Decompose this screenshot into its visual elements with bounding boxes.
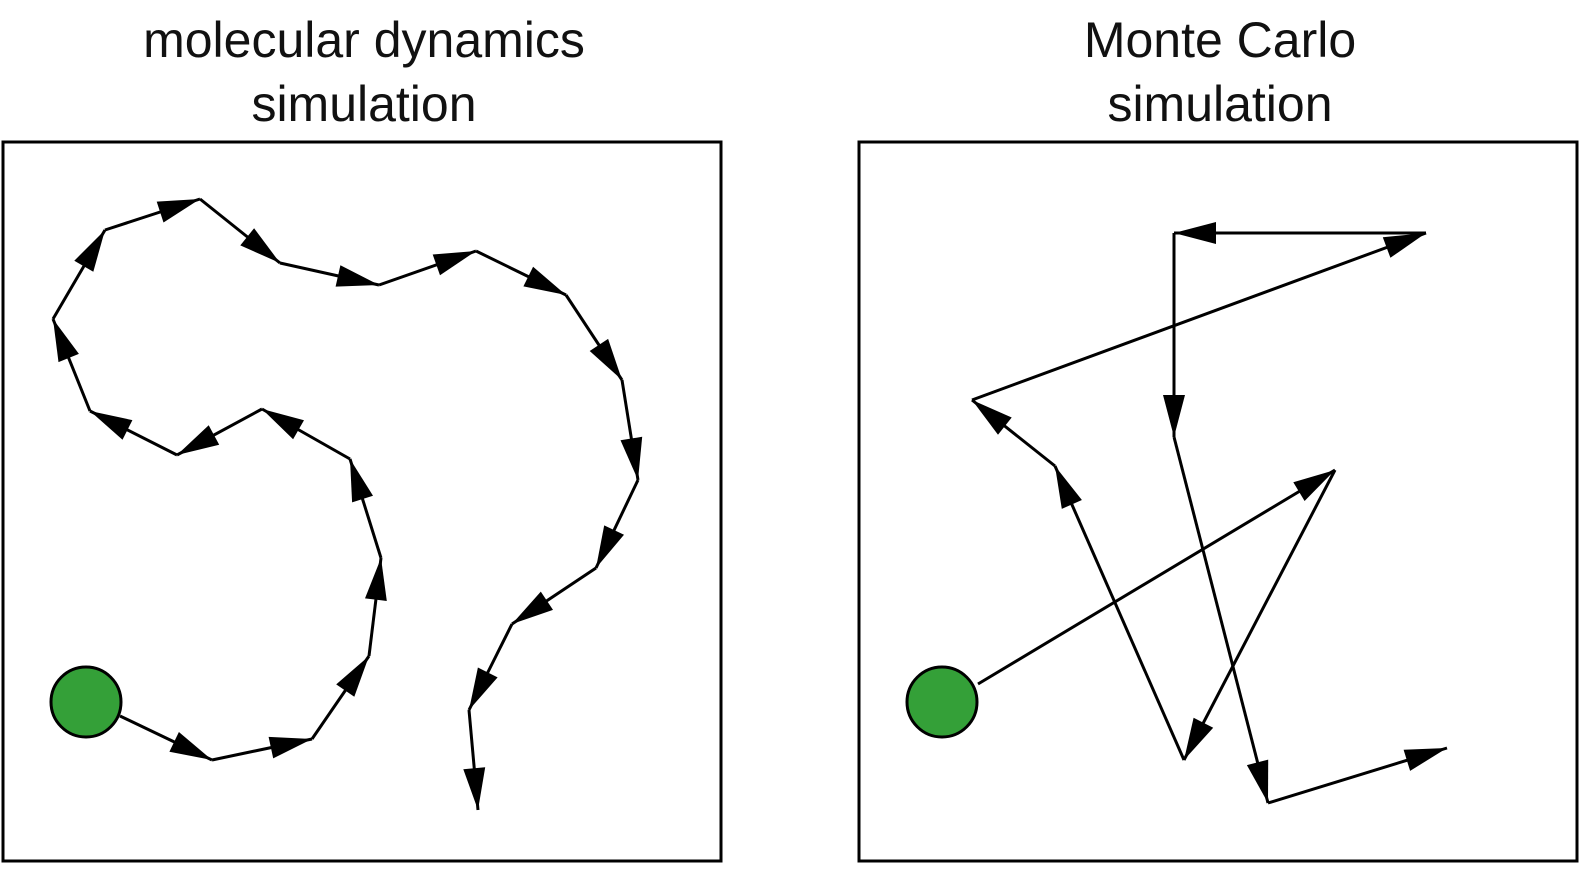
mc-title-line1: Monte Carlo — [1083, 12, 1357, 68]
md-start-particle-icon — [49, 665, 123, 739]
md-panel-title: molecular dynamics simulation — [0, 8, 732, 136]
mc-panel: Monte Carlo simulation — [856, 0, 1592, 877]
md-step-arrow-icon — [89, 409, 178, 457]
md-title-line1: molecular dynamics — [143, 12, 585, 68]
md-step-arrow-icon — [211, 736, 313, 762]
mc-start-particle-icon — [905, 665, 979, 739]
mc-step-arrow-icon — [1163, 233, 1185, 437]
mc-simulation-box — [857, 140, 1579, 863]
md-step-arrow-icon — [475, 249, 567, 297]
md-step-arrow-icon — [365, 557, 387, 657]
mc-step-arrow-icon — [1182, 469, 1337, 761]
md-step-arrow-icon — [104, 197, 201, 232]
md-step-arrow-icon — [511, 566, 597, 626]
md-step-arrow-icon — [119, 714, 213, 762]
md-step-arrow-icon — [348, 458, 383, 559]
md-trajectory-canvas — [1, 140, 723, 863]
mc-step-arrow-icon — [1174, 222, 1426, 244]
md-step-arrow-icon — [620, 379, 643, 481]
mc-step-arrow-icon — [971, 398, 1056, 468]
md-step-arrow-icon — [199, 197, 281, 265]
mc-step-arrow-icon — [977, 468, 1336, 686]
mc-title-line2: simulation — [1107, 76, 1333, 132]
md-step-arrow-icon — [594, 479, 640, 569]
md-step-arrow-icon — [51, 318, 92, 412]
md-step-arrow-icon — [51, 229, 107, 320]
mc-step-arrow-icon — [1053, 465, 1186, 761]
md-simulation-box — [1, 140, 723, 863]
md-step-arrow-icon — [176, 407, 263, 457]
mc-trajectory-canvas — [857, 140, 1579, 863]
mc-panel-title: Monte Carlo simulation — [852, 8, 1588, 136]
md-step-arrow-icon — [310, 655, 371, 740]
md-step-arrow-icon — [279, 261, 380, 287]
mc-step-arrow-icon — [1172, 436, 1270, 804]
md-title-line2: simulation — [251, 76, 477, 132]
md-step-arrow-icon — [261, 407, 351, 461]
md-step-arrow-icon — [378, 249, 477, 287]
md-step-arrow-icon — [463, 709, 486, 811]
mc-step-arrow-icon — [971, 231, 1427, 402]
md-step-arrow-icon — [467, 623, 514, 711]
mc-step-arrow-icon — [1267, 746, 1448, 805]
md-panel: molecular dynamics simulation — [0, 0, 736, 877]
md-step-arrow-icon — [564, 294, 624, 381]
